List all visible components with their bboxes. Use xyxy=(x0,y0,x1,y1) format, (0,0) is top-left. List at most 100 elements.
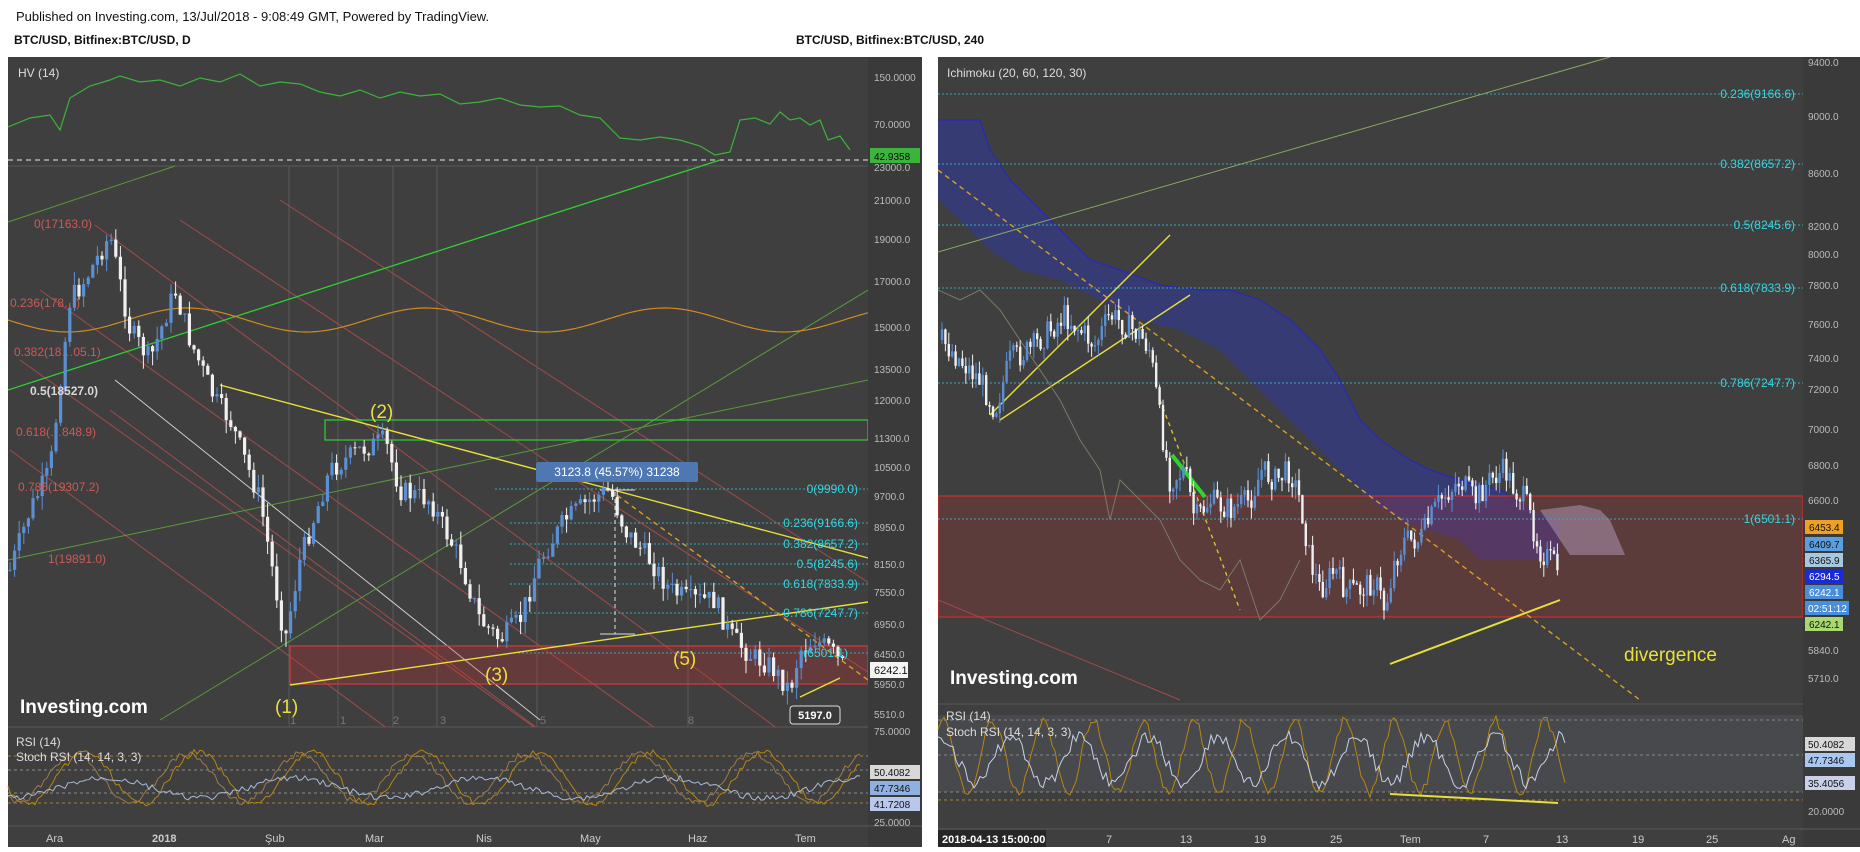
candle xyxy=(164,322,168,327)
candle xyxy=(247,454,251,470)
candle xyxy=(684,586,688,590)
ichimoku-cloud xyxy=(938,120,1560,560)
price-tick: 8600.0 xyxy=(1808,169,1839,180)
x-tick: Haz xyxy=(688,833,708,845)
osc-label-stoch: Stoch RSI (14, 14, 3, 3) xyxy=(16,750,141,764)
left-candles xyxy=(8,229,845,705)
candle xyxy=(1002,381,1005,403)
candle xyxy=(1114,310,1117,320)
candle xyxy=(1178,478,1182,481)
price-tick: 6800.0 xyxy=(1808,461,1839,472)
candle xyxy=(1127,315,1131,338)
price-tick: 19000.0 xyxy=(874,235,911,246)
candle xyxy=(1491,472,1494,478)
candle xyxy=(100,255,104,260)
candle xyxy=(1291,483,1294,488)
candle xyxy=(703,594,707,598)
candle xyxy=(951,351,954,357)
left-axis-bg xyxy=(868,57,922,847)
candle xyxy=(436,511,440,517)
price-tick: 6450.0 xyxy=(874,650,905,661)
candle xyxy=(1070,325,1073,329)
candle xyxy=(971,365,974,380)
candle xyxy=(1172,488,1175,492)
candle xyxy=(238,431,242,438)
candle xyxy=(1053,331,1056,337)
svg-text:2: 2 xyxy=(393,715,399,727)
candle xyxy=(957,358,961,366)
candle xyxy=(569,506,573,520)
candle xyxy=(1386,602,1389,611)
candle xyxy=(473,598,477,600)
candle xyxy=(1512,473,1515,494)
candle xyxy=(427,501,431,505)
candle xyxy=(298,559,302,592)
candle xyxy=(229,420,233,427)
candle xyxy=(666,584,670,589)
candle xyxy=(1195,504,1199,514)
candle xyxy=(1274,468,1277,490)
candle xyxy=(178,295,182,315)
price-tick: 7400.0 xyxy=(1808,354,1839,365)
candle xyxy=(592,499,596,502)
x-tick: Tem xyxy=(1400,834,1421,846)
candle xyxy=(1257,479,1260,496)
candle xyxy=(151,346,155,352)
rsi-divergence-line xyxy=(1389,793,1559,804)
candle xyxy=(325,475,329,502)
candle xyxy=(1039,339,1042,350)
price-tick: 8200.0 xyxy=(1808,222,1839,233)
candle xyxy=(509,617,513,623)
fib-right-label: 0.618(7833.9) xyxy=(783,577,858,591)
fib-left-label: 0(17163.0) xyxy=(34,217,92,231)
date-label: 2018-04-13 15:00:00 xyxy=(942,834,1045,846)
candle xyxy=(86,277,90,285)
price-tag: 6294.5 xyxy=(1809,572,1840,583)
candle xyxy=(1192,492,1195,514)
left-investing-logo: Investing.com xyxy=(20,697,148,718)
candle xyxy=(496,628,500,640)
candle xyxy=(284,630,288,634)
candle xyxy=(831,643,835,647)
candle xyxy=(1012,345,1015,351)
candle xyxy=(661,566,665,589)
price-tick: 7600.0 xyxy=(1808,320,1839,331)
candle xyxy=(721,597,725,630)
candle xyxy=(1352,579,1355,584)
candle xyxy=(836,646,840,657)
candle xyxy=(31,498,35,519)
candle xyxy=(335,462,339,475)
candle xyxy=(95,255,99,265)
candle xyxy=(1522,485,1525,502)
candle xyxy=(940,329,944,340)
candle xyxy=(1287,461,1290,484)
candle xyxy=(118,256,122,280)
left-price-area xyxy=(8,159,868,727)
candle xyxy=(1036,333,1039,340)
candle xyxy=(1223,511,1226,517)
ichimoku-label: Ichimoku (20, 60, 120, 30) xyxy=(947,66,1086,80)
candle xyxy=(500,639,504,642)
fib-label: 0.786(7247.7) xyxy=(1720,376,1795,390)
price-tick: 7000.0 xyxy=(1808,425,1839,436)
candle xyxy=(1529,493,1532,511)
candle xyxy=(776,669,780,677)
right-chart-title: BTC/USD, Bitfinex:BTC/USD, 240 xyxy=(796,33,985,47)
candle xyxy=(1461,486,1464,490)
candle xyxy=(528,597,532,602)
candle xyxy=(1447,497,1450,500)
candle xyxy=(1416,542,1420,549)
fib-right-label: 0.786(7247.7) xyxy=(783,606,858,620)
fib-time-numbers: 1 1 2 3 5 8 xyxy=(290,715,694,727)
candle xyxy=(302,536,306,560)
candle xyxy=(1501,458,1505,474)
candle xyxy=(1539,546,1542,562)
candle xyxy=(1440,495,1443,499)
candle xyxy=(1430,506,1433,525)
candle xyxy=(647,543,651,564)
candle xyxy=(537,558,541,579)
right-price-area xyxy=(938,57,1803,701)
candle xyxy=(1008,350,1012,361)
candle xyxy=(1433,501,1437,507)
candle xyxy=(256,487,260,493)
